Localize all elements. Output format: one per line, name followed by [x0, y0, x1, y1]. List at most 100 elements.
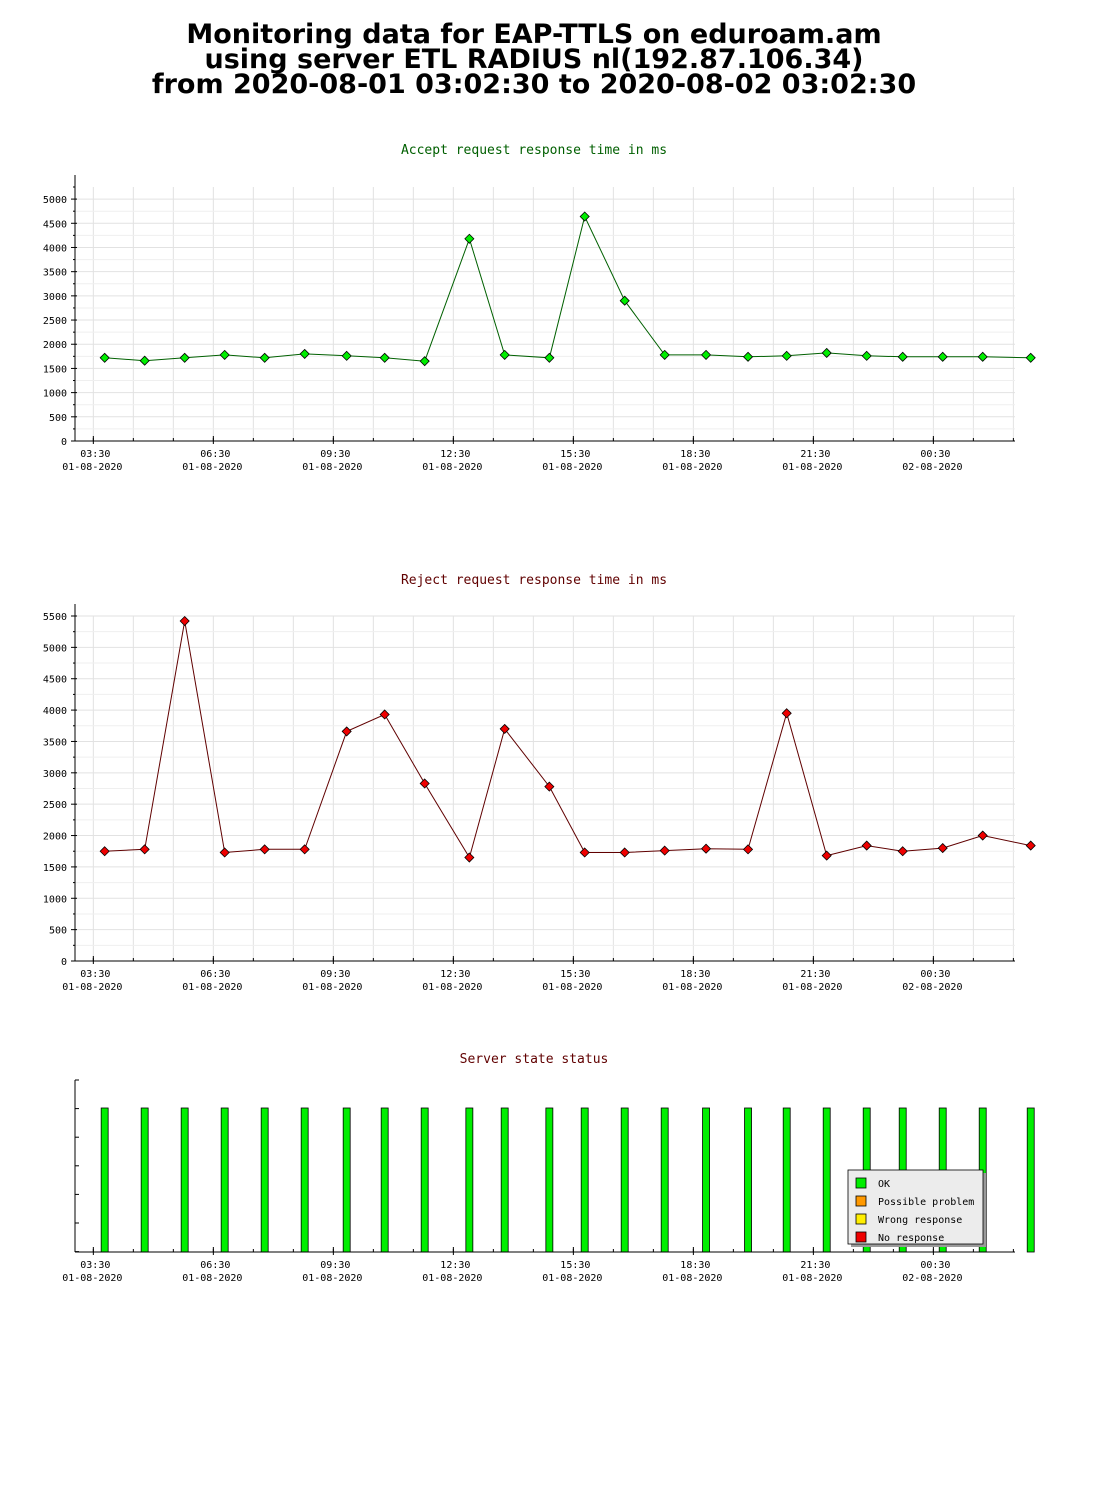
data-point: [464, 852, 475, 863]
x-tick-date-label: 01-08-2020: [182, 982, 242, 993]
y-tick-label: 3500: [43, 268, 67, 279]
x-tick-date-label: 01-08-2020: [782, 1273, 842, 1284]
y-tick-label: 3500: [43, 737, 67, 748]
data-point: [299, 348, 310, 359]
x-tick-date-label: 01-08-2020: [302, 1273, 362, 1284]
status-bar: [180, 1107, 189, 1253]
chart-title: Reject request response time in ms: [401, 573, 667, 588]
legend-swatch: [855, 1231, 867, 1243]
x-tick-time-label: 00:30: [920, 449, 950, 460]
x-tick-time-label: 12:30: [440, 449, 470, 460]
x-tick-date-label: 01-08-2020: [662, 982, 722, 993]
x-tick-time-label: 06:30: [200, 969, 230, 980]
x-tick-time-label: 21:30: [800, 1260, 830, 1271]
x-tick-date-label: 01-08-2020: [182, 1273, 242, 1284]
legend-swatch: [855, 1177, 867, 1189]
data-point: [742, 351, 754, 362]
status-bar: [260, 1107, 269, 1253]
legend-label: Wrong response: [878, 1215, 962, 1226]
data-point: [977, 351, 988, 362]
data-point: [781, 708, 792, 719]
data-point: [499, 349, 510, 360]
page-title: Monitoring data for EAP-TTLS on eduroam.…: [0, 19, 1068, 98]
data-point: [139, 355, 150, 366]
status-bar: [822, 1107, 831, 1253]
data-point: [1025, 352, 1036, 363]
status-bar: [140, 1107, 149, 1253]
status-bar: [220, 1107, 229, 1253]
x-tick-date-label: 01-08-2020: [782, 462, 842, 473]
data-point: [659, 845, 670, 856]
x-tick-time-label: 18:30: [680, 969, 710, 980]
x-tick-date-label: 02-08-2020: [902, 982, 962, 993]
x-tick-time-label: 18:30: [680, 1260, 710, 1271]
x-tick-date-label: 01-08-2020: [542, 982, 602, 993]
y-tick-label: 5000: [43, 643, 67, 654]
x-tick-date-label: 02-08-2020: [902, 1273, 962, 1284]
data-point: [179, 615, 190, 627]
y-tick-label: 0: [61, 437, 67, 448]
series-line: [104, 215, 1031, 362]
x-tick-time-label: 12:30: [440, 1260, 470, 1271]
x-tick-date-label: 01-08-2020: [662, 1273, 722, 1284]
y-tick-label: 4000: [43, 706, 67, 717]
status-bar: [342, 1107, 351, 1253]
data-point: [619, 295, 630, 306]
accept-response-chart: Accept request response time in ms 0 500 10…: [43, 143, 1036, 473]
x-tick-date-label: 01-08-2020: [182, 462, 242, 473]
x-tick-date-label: 02-08-2020: [902, 462, 962, 473]
status-bar: [580, 1107, 589, 1253]
chart-title: Accept request response time in ms: [401, 143, 667, 158]
data-point: [341, 350, 352, 361]
x-tick-time-label: 03:30: [80, 449, 110, 460]
status-bar: [380, 1107, 389, 1253]
data-point: [299, 844, 310, 855]
data-point: [897, 351, 908, 362]
x-tick-time-label: 12:30: [440, 969, 470, 980]
legend-box: [847, 1169, 984, 1245]
legend-swatch: [855, 1213, 867, 1225]
status-bar: [744, 1107, 752, 1253]
legend-swatch: [855, 1195, 867, 1207]
title-line-1: Monitoring data for EAP-TTLS on eduroam.…: [186, 19, 882, 50]
x-tick-time-label: 03:30: [80, 1260, 110, 1271]
data-point: [379, 709, 390, 720]
x-tick-date-label: 01-08-2020: [302, 462, 362, 473]
data-point: [259, 844, 270, 855]
x-tick-date-label: 01-08-2020: [422, 462, 482, 473]
y-tick-label: 500: [49, 926, 67, 937]
y-tick-label: 1000: [43, 389, 67, 400]
data-point: [259, 352, 270, 363]
x-tick-date-label: 01-08-2020: [302, 982, 362, 993]
data-point: [219, 847, 230, 858]
data-point: [742, 844, 754, 855]
status-bar: [420, 1107, 429, 1253]
x-tick-date-label: 01-08-2020: [62, 1273, 122, 1284]
legend-label: OK: [878, 1179, 890, 1190]
y-tick-label: 4000: [43, 243, 67, 254]
data-point: [659, 349, 670, 360]
data-point: [861, 350, 872, 361]
data-point: [219, 349, 230, 360]
x-tick-date-label: 01-08-2020: [542, 462, 602, 473]
y-tick-label: 1500: [43, 863, 67, 874]
x-tick-time-label: 03:30: [80, 969, 110, 980]
data-point: [897, 846, 908, 857]
y-tick-label: 5500: [43, 612, 67, 623]
y-tick-label: 3000: [43, 292, 67, 303]
data-point: [499, 723, 510, 734]
x-tick-date-label: 01-08-2020: [62, 982, 122, 993]
data-point: [579, 847, 590, 858]
series-line: [104, 620, 1031, 859]
x-tick-time-label: 00:30: [920, 969, 950, 980]
legend-label: No response: [878, 1233, 944, 1244]
status-bar: [702, 1107, 710, 1253]
x-tick-time-label: 09:30: [320, 969, 350, 980]
y-tick-label: 2500: [43, 316, 67, 327]
reject-response-chart: Reject request response time in ms 0 500 10…: [43, 573, 1036, 993]
data-point: [544, 352, 555, 363]
data-point: [99, 846, 110, 857]
x-tick-time-label: 09:30: [320, 1260, 350, 1271]
data-point: [861, 840, 872, 851]
y-tick-label: 3000: [43, 769, 67, 780]
